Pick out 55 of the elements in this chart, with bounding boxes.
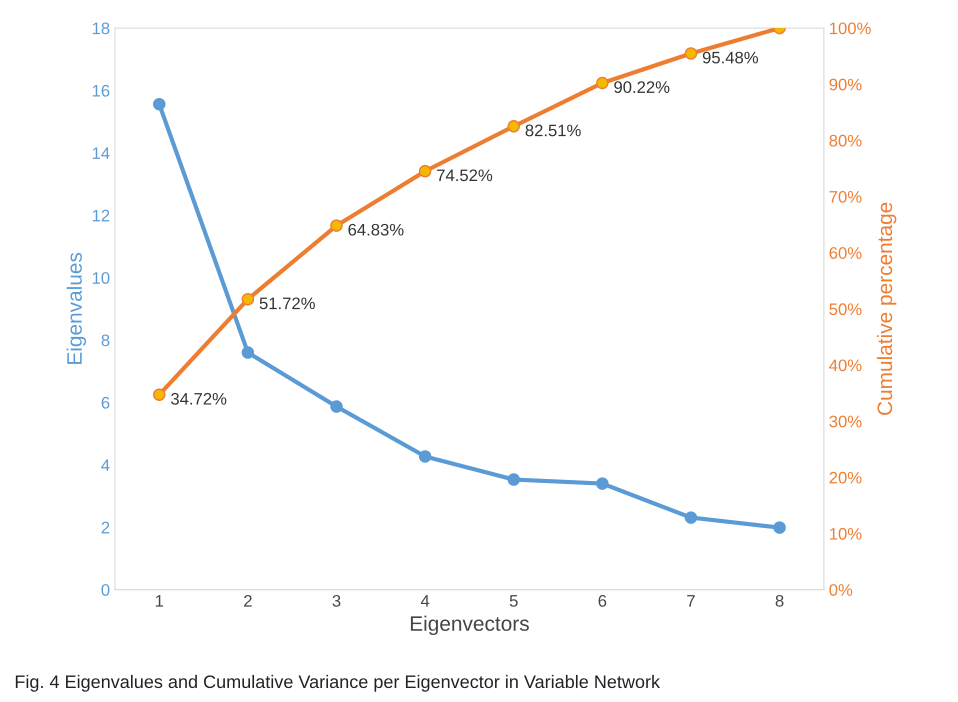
point	[330, 400, 343, 413]
data-label: 90.22%	[614, 81, 670, 94]
point	[596, 477, 609, 490]
y-tick-label: 10	[92, 272, 110, 284]
point	[684, 511, 698, 524]
y2-tick-label: 80%	[829, 134, 862, 147]
y-tick-label: 12	[92, 210, 110, 222]
y-tick-label: 18	[92, 22, 110, 34]
y-axis-title: Eigenvalues	[66, 252, 86, 364]
point	[596, 76, 609, 90]
x-tick-label: 3	[332, 594, 340, 607]
x-tick-label: 2	[244, 594, 252, 607]
y2-tick-label: 20%	[830, 472, 862, 484]
x-axis-title: Eigenvectors	[410, 616, 529, 636]
y2-tick-label: 90%	[830, 78, 862, 90]
caption: Fig. 4 Eigenvalues and Cumulative Variance per Eigenvector in Variable Network	[16, 674, 660, 692]
point	[242, 292, 254, 306]
y2-tick-label: 30%	[829, 416, 862, 428]
data-label: 95.48%	[702, 52, 758, 64]
y2-tick-label: 40%	[829, 359, 862, 372]
point	[418, 450, 432, 463]
data-label: 51.72%	[260, 297, 315, 310]
x-tick-label: 4	[420, 595, 430, 607]
y-tick-label: 4	[101, 459, 110, 471]
point	[153, 388, 166, 401]
point	[684, 47, 698, 60]
data-label: 74.52%	[437, 169, 492, 182]
y2-tick-label: 100%	[830, 22, 871, 34]
y2-tick-label: 70%	[830, 190, 862, 203]
y2-tick-label: 60%	[830, 247, 862, 259]
y2-tick-label: 50%	[829, 303, 862, 316]
y2-tick-label: 10%	[830, 528, 862, 540]
data-label: 34.72%	[171, 392, 226, 405]
y-tick-label: 2	[102, 522, 110, 534]
y-tick-label: 8	[102, 334, 110, 346]
point	[773, 521, 786, 534]
y-tick-label: 14	[92, 147, 110, 159]
x-tick-label: 5	[510, 595, 518, 607]
x-tick-label: 7	[687, 595, 695, 607]
y-tick-label: 6	[102, 396, 110, 409]
y2-axis-title: Cumulative percentage	[876, 202, 896, 415]
data-label: 64.83%	[348, 224, 404, 236]
point	[418, 164, 432, 178]
y-tick-label: 16	[92, 84, 110, 97]
point	[507, 120, 520, 133]
point	[507, 473, 520, 486]
data-label: 82.51%	[526, 124, 581, 136]
point	[153, 98, 166, 110]
x-tick-label: 1	[156, 595, 164, 607]
point	[242, 346, 254, 359]
point	[330, 219, 343, 232]
y2-tick-label: 0%	[829, 584, 852, 596]
x-tick-label: 8	[776, 594, 784, 607]
x-tick-label: 6	[598, 594, 606, 607]
y-tick-label: 0	[101, 584, 110, 596]
